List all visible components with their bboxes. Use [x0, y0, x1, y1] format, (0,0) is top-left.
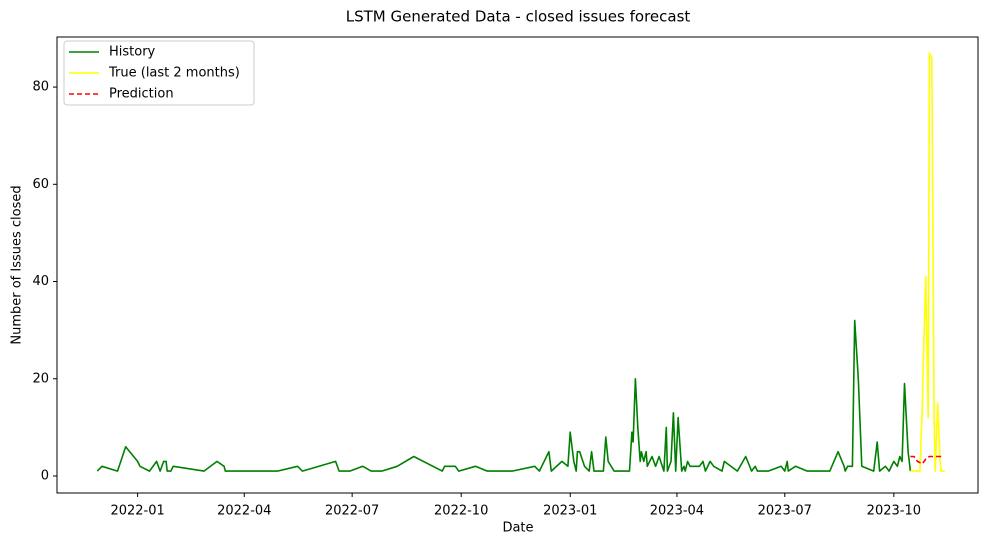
- legend-label: Prediction: [109, 87, 174, 102]
- x-tick-label: 2022-10: [434, 504, 488, 519]
- y-tick-label: 60: [32, 177, 49, 192]
- x-tick-label: 2023-10: [867, 504, 921, 519]
- x-axis-label: Date: [502, 521, 533, 536]
- x-tick-label: 2022-01: [110, 504, 164, 519]
- y-axis-label: Number of Issues closed: [10, 185, 25, 344]
- legend-box: [63, 40, 255, 106]
- x-tick-label: 2023-07: [758, 504, 812, 519]
- data-line: [910, 52, 945, 472]
- legend-label: True (last 2 months): [108, 66, 240, 81]
- plot-frame: [56, 36, 979, 494]
- x-tick-label: 2023-04: [650, 504, 704, 519]
- y-tick-label: 0: [41, 468, 49, 483]
- chart-title: LSTM Generated Data - closed issues fore…: [346, 8, 691, 26]
- data-line: [910, 455, 942, 465]
- x-tick-label: 2022-04: [217, 504, 271, 519]
- data-line: [96, 319, 912, 472]
- x-tick-label: 2022-07: [325, 504, 379, 519]
- y-tick-label: 20: [32, 371, 49, 386]
- y-tick-label: 40: [32, 274, 49, 289]
- legend-label: History: [109, 45, 156, 60]
- y-tick-label: 80: [32, 80, 49, 95]
- x-tick-label: 2023-01: [543, 504, 597, 519]
